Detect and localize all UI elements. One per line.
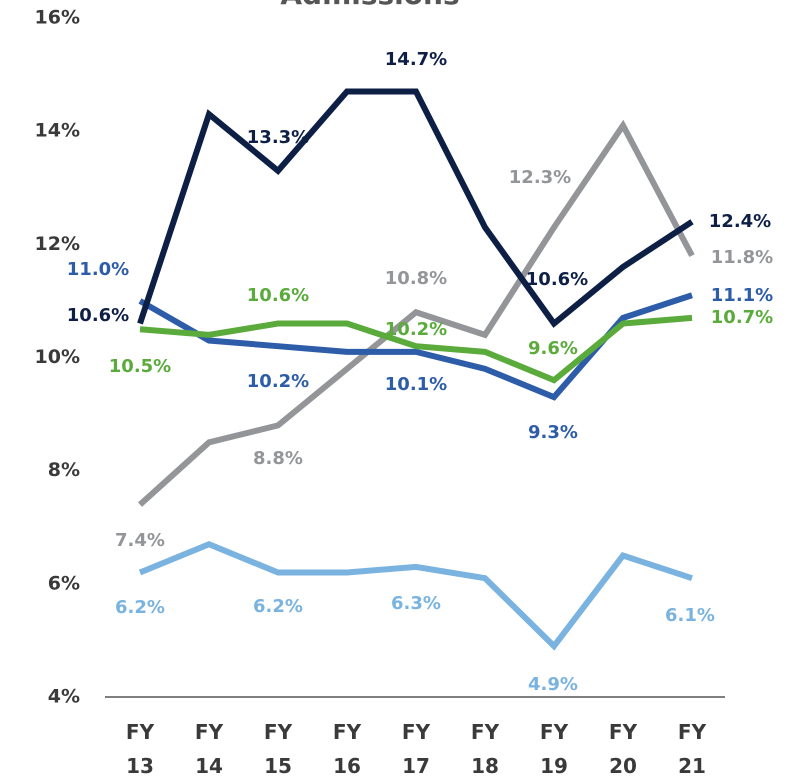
data-label: 6.2% bbox=[115, 597, 165, 618]
data-label: 11.8% bbox=[711, 247, 773, 268]
y-tick-label: 16% bbox=[35, 7, 80, 29]
y-tick-label: 6% bbox=[48, 572, 80, 594]
data-label: 6.1% bbox=[665, 605, 715, 626]
data-label: 10.5% bbox=[109, 356, 171, 377]
x-tick-label: FY 13 bbox=[126, 720, 155, 778]
data-label: 7.4% bbox=[115, 530, 165, 551]
data-label: 10.2% bbox=[247, 371, 309, 392]
y-tick-label: 8% bbox=[48, 459, 80, 481]
data-label: 10.2% bbox=[385, 319, 447, 340]
data-label: 10.6% bbox=[67, 305, 129, 326]
data-label: 11.1% bbox=[711, 285, 773, 306]
x-tick-label: FY 21 bbox=[678, 720, 707, 778]
data-label: 6.3% bbox=[391, 593, 441, 614]
y-tick-label: 14% bbox=[35, 120, 80, 142]
x-tick-label: FY 19 bbox=[540, 720, 569, 778]
data-label: 14.7% bbox=[385, 49, 447, 70]
chart-title: Admissions bbox=[280, 0, 459, 11]
data-label: 9.3% bbox=[528, 422, 578, 443]
data-label: 10.6% bbox=[526, 269, 588, 290]
data-label: 4.9% bbox=[528, 674, 578, 695]
x-tick-label: FY 20 bbox=[609, 720, 638, 778]
y-tick-label: 10% bbox=[35, 346, 80, 368]
data-label: 10.6% bbox=[247, 285, 309, 306]
x-tick-label: FY 16 bbox=[333, 720, 362, 778]
series-line bbox=[139, 314, 693, 384]
series-line bbox=[138, 540, 693, 651]
x-tick-label: FY 17 bbox=[402, 720, 431, 778]
data-label: 6.2% bbox=[253, 596, 303, 617]
data-label: 9.6% bbox=[528, 338, 578, 359]
y-tick-label: 4% bbox=[48, 686, 80, 708]
data-label: 12.3% bbox=[509, 167, 571, 188]
data-label: 10.1% bbox=[385, 374, 447, 395]
x-tick-label: FY 18 bbox=[471, 720, 500, 778]
series-line bbox=[137, 88, 694, 328]
x-tick-label: FY 14 bbox=[195, 720, 224, 778]
y-tick-label: 12% bbox=[35, 233, 80, 255]
data-label: 10.7% bbox=[711, 307, 773, 328]
x-tick-label: FY 15 bbox=[264, 720, 293, 778]
data-label: 13.3% bbox=[247, 127, 309, 148]
data-label: 12.4% bbox=[709, 211, 771, 232]
data-label: 11.0% bbox=[67, 259, 129, 280]
series-line bbox=[137, 119, 695, 507]
data-label: 10.8% bbox=[385, 268, 447, 289]
data-label: 8.8% bbox=[253, 448, 303, 469]
